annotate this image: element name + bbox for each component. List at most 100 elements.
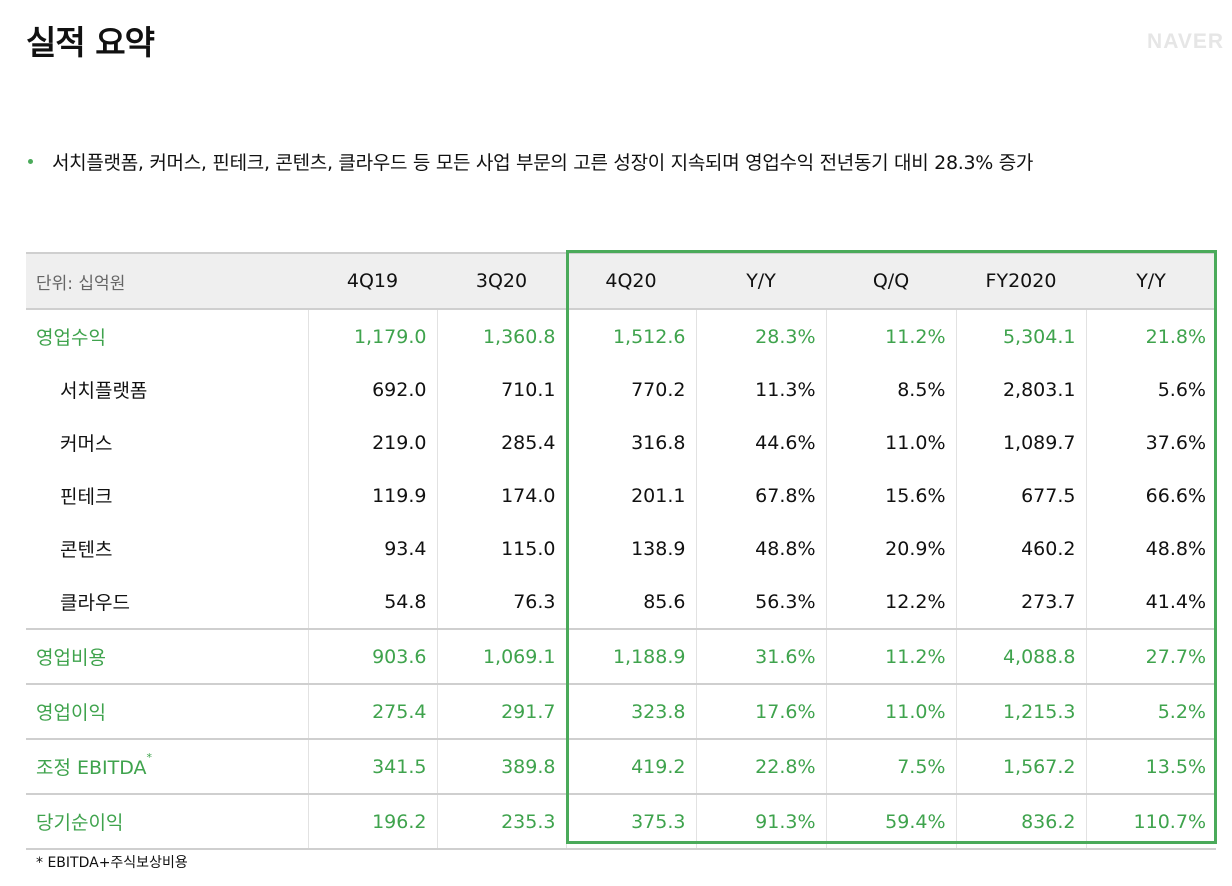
table-cell: 48.8%: [695, 522, 826, 575]
table-cell: 201.1: [565, 469, 696, 522]
table-cell: 1,089.7: [955, 416, 1086, 469]
table-cell: 235.3: [436, 793, 566, 850]
table-cell: 5.2%: [1085, 683, 1216, 739]
table-cell: 93.4: [307, 522, 437, 575]
table-cell: 1,179.0: [307, 309, 437, 363]
col-header-yoy: Y/Y: [696, 252, 826, 310]
summary-text: 서치플랫폼, 커머스, 핀테크, 콘텐츠, 클라우드 등 모든 사업 부문의 고…: [52, 152, 1034, 174]
row-label: 영업이익: [26, 683, 308, 739]
row-label: 콘텐츠: [60, 539, 113, 561]
table-cell: 31.6%: [695, 628, 826, 684]
table-row-fintech: 핀테크 119.9 174.0 201.1 67.8% 15.6% 677.5 …: [26, 469, 1216, 522]
footnote: * EBITDA+주식보상비용: [36, 855, 188, 871]
row-label: 당기순이익: [26, 793, 308, 850]
table-cell: 316.8: [565, 416, 696, 469]
table-cell: 138.9: [565, 522, 696, 575]
table-row-search-platform: 서치플랫폼 692.0 710.1 770.2 11.3% 8.5% 2,803…: [26, 363, 1216, 416]
table-header-row: 단위: 십억원 4Q19 3Q20 4Q20 Y/Y Q/Q FY2020 Y/…: [26, 252, 1216, 310]
summary-bullet: 서치플랫폼, 커머스, 핀테크, 콘텐츠, 클라우드 등 모든 사업 부문의 고…: [28, 148, 1033, 175]
table-cell: 13.5%: [1085, 738, 1216, 794]
table-cell: 1,188.9: [565, 628, 696, 684]
table-cell: 11.3%: [695, 363, 826, 416]
table-cell: 21.8%: [1085, 309, 1216, 363]
table-cell: 41.4%: [1085, 575, 1216, 629]
table-cell: 48.8%: [1085, 522, 1216, 575]
table-row-operating-revenue: 영업수익 1,179.0 1,360.8 1,512.6 28.3% 11.2%…: [26, 309, 1216, 363]
table-cell: 5,304.1: [955, 309, 1086, 363]
table-cell: 291.7: [436, 683, 566, 739]
table-cell: 12.2%: [825, 575, 956, 629]
table-cell: 110.7%: [1085, 793, 1216, 850]
row-label: 커머스: [60, 433, 113, 455]
table-cell: 85.6: [565, 575, 696, 629]
table-cell: 174.0: [436, 469, 566, 522]
table-cell: 273.7: [955, 575, 1086, 629]
table-cell: 22.8%: [695, 738, 826, 794]
table-cell: 710.1: [436, 363, 566, 416]
row-label: 클라우드: [60, 592, 130, 614]
table-cell: 67.8%: [695, 469, 826, 522]
naver-logo: NAVER: [1147, 30, 1224, 53]
row-label: 서치플랫폼: [60, 380, 148, 402]
row-label: 영업수익: [36, 327, 106, 349]
row-label: 영업비용: [26, 628, 308, 684]
table-cell: 341.5: [307, 738, 437, 794]
table-cell: 219.0: [307, 416, 437, 469]
table-cell: 15.6%: [825, 469, 956, 522]
table-cell: 28.3%: [695, 309, 826, 363]
table-cell: 8.5%: [825, 363, 956, 416]
table-cell: 196.2: [307, 793, 437, 850]
table-cell: 44.6%: [695, 416, 826, 469]
table-cell: 836.2: [955, 793, 1086, 850]
row-label-text: 조정 EBITDA: [36, 757, 147, 779]
table-cell: 692.0: [307, 363, 437, 416]
table-row-contents: 콘텐츠 93.4 115.0 138.9 48.8% 20.9% 460.2 4…: [26, 522, 1216, 575]
footnote-marker: *: [146, 751, 153, 764]
table-cell: 11.0%: [825, 416, 956, 469]
table-cell: 11.0%: [825, 683, 956, 739]
table-cell: 115.0: [436, 522, 566, 575]
table-cell: 66.6%: [1085, 469, 1216, 522]
table-cell: 389.8: [436, 738, 566, 794]
table-cell: 677.5: [955, 469, 1086, 522]
row-label: 조정 EBITDA*: [26, 738, 308, 794]
bullet-dot-icon: [28, 159, 33, 164]
table-cell: 11.2%: [825, 309, 956, 363]
table-cell: 54.8: [307, 575, 437, 629]
table-cell: 2,803.1: [955, 363, 1086, 416]
table-cell: 275.4: [307, 683, 437, 739]
table-cell: 1,360.8: [436, 309, 566, 363]
col-header-fy2020: FY2020: [956, 252, 1086, 310]
table-cell: 27.7%: [1085, 628, 1216, 684]
table-cell: 285.4: [436, 416, 566, 469]
col-header-4q19: 4Q19: [308, 252, 437, 310]
row-label: 핀테크: [60, 486, 113, 508]
table-cell: 419.2: [565, 738, 696, 794]
table-cell: 11.2%: [825, 628, 956, 684]
table-cell: 903.6: [307, 628, 437, 684]
col-header-qoq: Q/Q: [826, 252, 956, 310]
col-header-3q20: 3Q20: [437, 252, 566, 310]
col-header-fy-yoy: Y/Y: [1086, 252, 1216, 310]
unit-label: 단위: 십억원: [26, 252, 308, 310]
table-cell: 1,069.1: [436, 628, 566, 684]
table-cell: 375.3: [565, 793, 696, 850]
table-cell: 17.6%: [695, 683, 826, 739]
table-cell: 1,512.6: [565, 309, 696, 363]
table-cell: 5.6%: [1085, 363, 1216, 416]
table-cell: 1,567.2: [955, 738, 1086, 794]
table-cell: 1,215.3: [955, 683, 1086, 739]
table-cell: 37.6%: [1085, 416, 1216, 469]
results-table: 단위: 십억원 4Q19 3Q20 4Q20 Y/Y Q/Q FY2020 Y/…: [26, 252, 1216, 850]
table-cell: 7.5%: [825, 738, 956, 794]
table-row-net-income: 당기순이익 196.2 235.3 375.3 91.3% 59.4% 836.…: [26, 793, 1216, 850]
table-cell: 119.9: [307, 469, 437, 522]
table-cell: 323.8: [565, 683, 696, 739]
table-row-cloud: 클라우드 54.8 76.3 85.6 56.3% 12.2% 273.7 41…: [26, 575, 1216, 629]
table-row-commerce: 커머스 219.0 285.4 316.8 44.6% 11.0% 1,089.…: [26, 416, 1216, 469]
table-cell: 56.3%: [695, 575, 826, 629]
table-cell: 76.3: [436, 575, 566, 629]
table-cell: 20.9%: [825, 522, 956, 575]
page-title: 실적 요약: [26, 23, 155, 62]
table-cell: 4,088.8: [955, 628, 1086, 684]
